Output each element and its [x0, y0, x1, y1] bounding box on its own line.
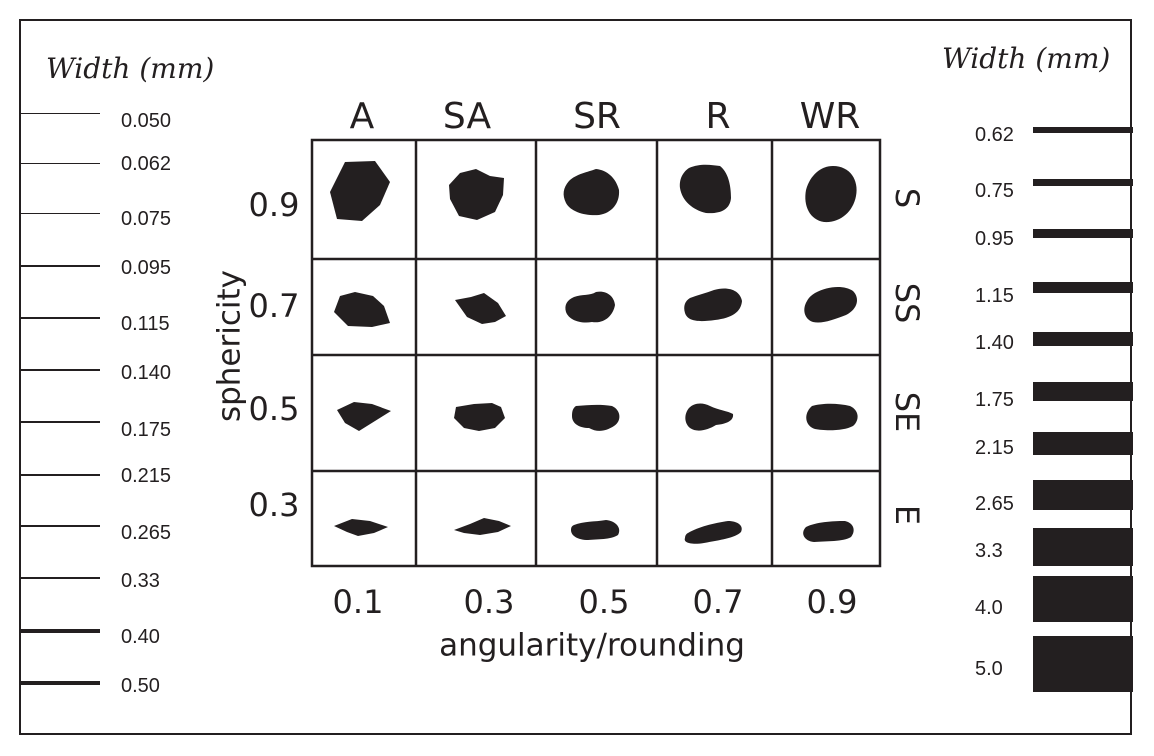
right-scale-label: 5.0 — [975, 658, 1003, 680]
sphericity-value-0.9: 0.9 — [248, 186, 300, 224]
left-scale-line — [21, 474, 100, 476]
right-scale-bar — [1033, 480, 1133, 510]
grain-shape-E-R — [684, 521, 742, 544]
grain-shape-E-A — [334, 519, 388, 536]
left-scale-line — [21, 681, 100, 685]
left-scale-label: 0.115 — [121, 313, 170, 335]
right-scale-label: 0.95 — [975, 228, 1014, 250]
column-header-WR: WR — [799, 96, 861, 137]
grain-shape-SS-SA — [455, 293, 506, 324]
right-scale-label: 0.75 — [975, 180, 1014, 202]
grain-shape-S-SA — [449, 169, 504, 220]
grain-shape-SS-SR — [565, 291, 615, 323]
grain-shape-S-A — [330, 161, 390, 221]
grain-shape-SS-WR — [804, 287, 858, 323]
grid-border — [310, 138, 882, 568]
row-label-SE: SE — [888, 391, 926, 433]
left-scale-line — [21, 265, 100, 267]
grain-shape-S-R — [679, 164, 731, 214]
left-scale-title: Width (mm) — [46, 52, 215, 85]
column-header-R: R — [705, 96, 731, 137]
left-scale-line — [21, 112, 100, 114]
row-label-SS: SS — [888, 282, 926, 324]
angularity-value-0.9: 0.9 — [806, 583, 858, 621]
right-scale-bar — [1033, 229, 1133, 238]
right-scale-bar — [1033, 127, 1133, 133]
row-label-E: E — [888, 504, 926, 526]
left-scale-label: 0.050 — [121, 110, 172, 132]
right-scale-bar — [1033, 382, 1133, 401]
angularity-value-0.1: 0.1 — [332, 583, 384, 621]
left-scale-line — [21, 576, 100, 580]
right-scale-bar — [1033, 432, 1133, 455]
left-scale-line — [21, 212, 100, 214]
column-header-SR: SR — [573, 96, 621, 137]
grain-shape-S-WR — [805, 166, 857, 223]
left-scale-label: 0.175 — [121, 419, 172, 441]
left-scale-label: 0.33 — [121, 570, 160, 592]
right-scale-bar — [1033, 179, 1133, 186]
right-scale-label: 1.40 — [975, 332, 1014, 354]
right-scale-label: 2.65 — [975, 493, 1014, 515]
grain-shape-E-SA — [454, 518, 511, 535]
left-scale-line — [21, 421, 100, 423]
right-scale-bar — [1033, 332, 1133, 346]
right-scale-bar — [1033, 636, 1133, 692]
left-scale-line — [21, 629, 100, 633]
left-scale-label: 0.095 — [121, 257, 172, 279]
sphericity-value-0.3: 0.3 — [248, 486, 300, 524]
y-axis-label: sphericity — [211, 269, 248, 423]
column-header-A: A — [349, 96, 375, 137]
left-scale-label: 0.075 — [121, 208, 172, 230]
left-scale-label: 0.50 — [121, 675, 160, 697]
right-scale-label: 1.75 — [975, 389, 1014, 411]
right-scale-label: 4.0 — [975, 597, 1003, 619]
angularity-value-0.7: 0.7 — [692, 583, 744, 621]
angularity-value-0.5: 0.5 — [578, 583, 630, 621]
grain-shape-SS-R — [684, 288, 742, 322]
left-scale-line — [21, 162, 100, 164]
grain-shape-SE-A — [337, 402, 391, 431]
right-scale-label: 3.3 — [975, 540, 1003, 562]
left-scale-label: 0.215 — [121, 465, 172, 487]
grain-shape-E-WR — [803, 521, 854, 542]
right-scale-bar — [1033, 576, 1133, 622]
sphericity-value-0.7: 0.7 — [248, 287, 300, 325]
grain-shape-SS-A — [334, 292, 390, 327]
left-scale-label: 0.140 — [121, 362, 172, 384]
grain-shape-E-SR — [571, 520, 620, 540]
left-scale-label: 0.40 — [121, 626, 160, 648]
row-label-S: S — [888, 187, 926, 209]
right-scale-bar — [1033, 282, 1133, 293]
right-scale-label: 1.15 — [975, 285, 1014, 307]
sphericity-value-0.5: 0.5 — [248, 390, 300, 428]
x-axis-label: angularity/rounding — [439, 627, 745, 664]
right-scale-bar — [1033, 528, 1133, 566]
left-scale-line — [21, 524, 100, 528]
chart-frame — [19, 19, 1132, 735]
right-scale-title: Width (mm) — [942, 42, 1111, 75]
right-scale-label: 0.62 — [975, 124, 1014, 146]
left-scale-line — [21, 369, 100, 371]
left-scale-line — [21, 317, 100, 319]
right-scale-label: 2.15 — [975, 437, 1014, 459]
left-scale-label: 0.265 — [121, 522, 172, 544]
angularity-value-0.3: 0.3 — [463, 583, 515, 621]
grain-shape-SE-SA — [454, 403, 505, 431]
left-scale-label: 0.062 — [121, 153, 172, 175]
grain-shape-SE-WR — [806, 403, 858, 431]
grain-shape-S-SR — [563, 169, 620, 216]
grain-shape-SE-R — [685, 403, 734, 431]
column-header-SA: SA — [442, 96, 492, 137]
grain-shape-SE-SR — [572, 404, 620, 431]
